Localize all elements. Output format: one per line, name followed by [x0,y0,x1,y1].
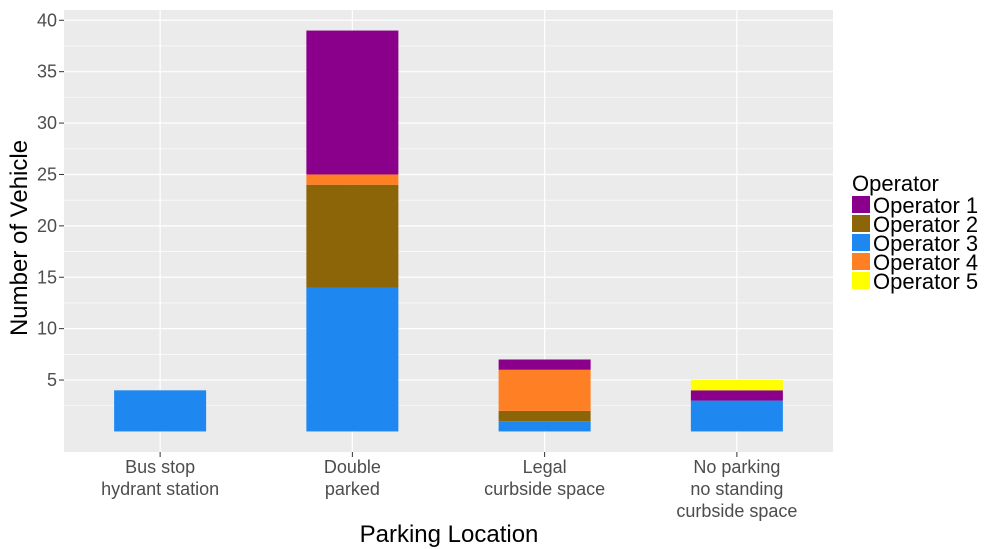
legend-label: Operator 2 [873,212,978,237]
bar-segment [690,400,783,432]
bar-segment [498,410,591,422]
bar-segment [114,390,207,432]
bar-segment [690,390,783,401]
bar-segment [498,369,591,411]
y-tick-label: 15 [37,267,57,287]
x-tick-label: no standing [690,479,783,499]
y-tick-label: 35 [37,62,57,82]
bars [114,30,783,432]
legend-label: Operator 4 [873,250,978,275]
legend-label: Operator 3 [873,231,978,256]
x-tick-label: Bus stop [125,457,195,477]
bar-segment [690,380,783,391]
legend-label: Operator 1 [873,193,978,218]
x-tick-label: Double [324,457,381,477]
x-tick-label: curbside space [676,501,797,521]
y-tick-label: 10 [37,319,57,339]
x-tick-label: hydrant station [101,479,219,499]
bar-segment [306,30,399,175]
y-tick-label: 30 [37,113,57,133]
y-tick-label: 5 [47,370,57,390]
x-tick-label: No parking [693,457,780,477]
y-axis-title: Number of Vehicle [6,140,33,336]
panel-background [64,10,833,452]
legend-swatch [852,253,870,270]
x-tick-label: parked [325,479,380,499]
legend-title: Operator [852,171,939,196]
legend-swatch [852,234,870,251]
bar-segment [498,421,591,432]
y-axis-ticks: 5 10 15 20 25 30 35 40 [37,10,64,390]
x-tick-label: curbside space [484,479,605,499]
x-tick-label: Legal [523,457,567,477]
x-axis-title: Parking Location [360,521,539,548]
legend-swatch [852,196,870,213]
plot-panel [64,10,833,452]
bar-segment [306,174,399,185]
bar-segment [498,359,591,370]
y-tick-label: 40 [37,10,57,30]
legend-swatch [852,215,870,232]
bar-segment [306,184,399,288]
legend-label: Operator 5 [873,269,978,294]
legend-swatch [852,272,870,289]
y-tick-label: 25 [37,164,57,184]
y-tick-label: 20 [37,216,57,236]
bar-segment [306,287,399,432]
